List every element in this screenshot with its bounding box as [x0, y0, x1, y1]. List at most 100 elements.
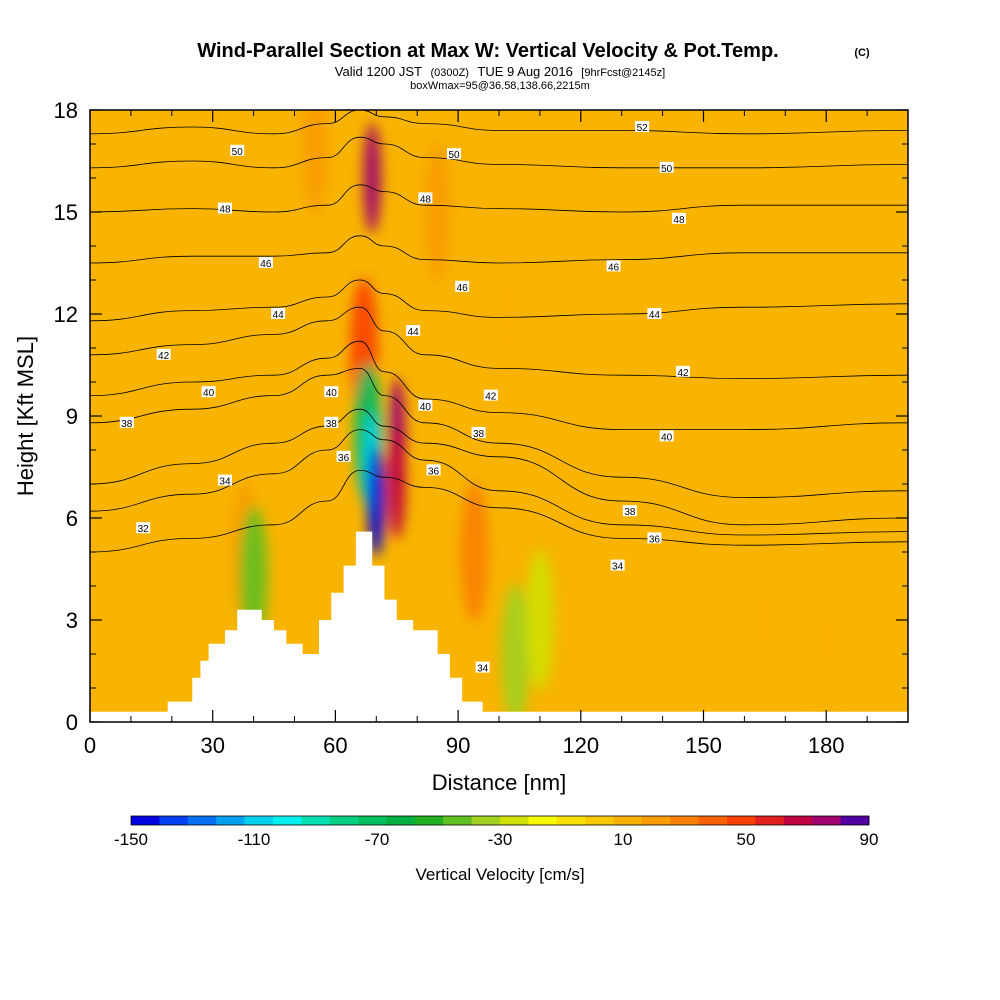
contour-label-text: 38	[121, 419, 133, 430]
colorbar-swatch	[812, 816, 841, 825]
velocity-cell	[387, 429, 406, 539]
contour-label: 44	[406, 325, 421, 338]
y-tick-label: 18	[54, 98, 78, 123]
box-info: boxWmax=95@36.58,138.66,2215m	[410, 80, 590, 92]
y-tick-label: 15	[54, 200, 78, 225]
isentrope-line	[90, 367, 908, 499]
valid-zulu: (0300Z)	[430, 67, 469, 79]
contour-label-text: 48	[673, 215, 685, 226]
colorbar-swatch	[500, 816, 529, 825]
contour-label-text: 40	[326, 388, 338, 399]
contour-label-text: 40	[661, 432, 673, 443]
contour-label: 50	[659, 161, 674, 175]
x-axis-title: Distance [nm]	[432, 770, 567, 795]
colorbar-swatch	[840, 816, 870, 825]
colorbar-swatch	[301, 816, 330, 825]
colorbar-swatch	[670, 816, 699, 825]
contour-label: 36	[426, 464, 441, 477]
contour-label-text: 44	[408, 327, 420, 338]
contour-label-text: 34	[477, 664, 489, 675]
contour-label: 50	[230, 144, 245, 158]
colorbar-swatch	[159, 816, 189, 825]
y-tick-label: 3	[66, 608, 78, 633]
velocity-cell	[460, 482, 489, 622]
contour-label-text: 38	[624, 507, 636, 518]
contour-label-text: 48	[219, 205, 231, 216]
colorbar-swatch	[244, 816, 274, 825]
colorbar-swatch	[272, 816, 302, 825]
contour-label-text: 52	[637, 123, 649, 134]
colorbar-swatch	[727, 816, 756, 825]
contour-label: 36	[336, 450, 351, 464]
colorbar-swatch	[585, 816, 614, 825]
colorbar-swatch	[131, 816, 160, 825]
chart-title: Wind-Parallel Section at Max W: Vertical…	[197, 40, 778, 62]
contour-label-text: 36	[338, 453, 350, 464]
colorbar-swatch	[641, 816, 671, 825]
contour-label: 38	[471, 427, 486, 440]
x-tick-label: 0	[84, 733, 96, 758]
contour-label: 32	[136, 522, 151, 535]
contour-label-text: 32	[138, 524, 150, 535]
colorbar-swatch	[556, 816, 586, 825]
plot-background	[90, 110, 908, 722]
x-tick-label: 30	[200, 733, 224, 758]
contour-label-text: 40	[420, 402, 432, 413]
x-tick-label: 150	[685, 733, 722, 758]
valid-time-line: Valid 1200 JST (0300Z) TUE 9 Aug 2016 [9…	[335, 63, 665, 80]
isentrope-line	[90, 235, 908, 264]
contour-label-text: 44	[273, 310, 285, 321]
isentrope-line	[90, 279, 908, 322]
colorbar-tick-label: -110	[238, 830, 271, 849]
contour-label-text: 50	[661, 164, 673, 175]
valid-date: TUE 9 Aug 2016	[477, 64, 572, 79]
contour-label-text: 50	[232, 147, 244, 158]
colorbar-tick-label: 50	[737, 830, 756, 849]
contour-label-text: 42	[158, 351, 170, 362]
isentrope-contours	[90, 110, 908, 553]
contour-label: 42	[676, 365, 691, 379]
contour-label-text: 36	[428, 466, 440, 477]
colorbar-swatch	[783, 816, 813, 825]
colorbar-tick-label: -70	[365, 830, 390, 849]
plot-area: 50 50 52 50 48 48 48 46 46 46 44 44 44 42 42 42 40 40 40 40…	[89, 109, 909, 723]
contour-label: 46	[258, 257, 273, 270]
colorbar-swatch	[471, 816, 501, 825]
copyright-mark: (C)	[854, 47, 870, 59]
isentrope-line	[90, 429, 908, 536]
contour-label-text: 46	[260, 259, 272, 270]
contour-label: 48	[671, 212, 686, 226]
velocity-cell	[750, 550, 779, 690]
contour-label: 38	[324, 416, 339, 430]
colorbar-swatch	[755, 816, 785, 825]
contour-label-text: 50	[448, 150, 460, 161]
velocity-field	[231, 110, 841, 722]
velocity-cell	[501, 584, 530, 722]
x-tick-label: 60	[323, 733, 347, 758]
contour-label: 46	[606, 260, 621, 273]
contour-label-text: 42	[677, 368, 689, 379]
contour-label-text: 46	[457, 283, 469, 294]
contour-label: 42	[156, 348, 171, 362]
colorbar-swatch	[329, 816, 359, 825]
contour-label-text: 44	[649, 310, 661, 321]
velocity-cell	[493, 244, 522, 384]
isentrope-line	[90, 184, 908, 213]
colorbar-tick-label: -30	[488, 830, 513, 849]
contour-label-text: 34	[612, 562, 624, 573]
contour-label: 36	[647, 532, 662, 545]
colorbar-tick-label: 90	[860, 830, 879, 849]
colorbar-swatch	[443, 816, 472, 825]
contour-label-text: 48	[420, 194, 432, 205]
colorbar-swatch	[613, 816, 643, 825]
isentrope-line	[90, 306, 908, 380]
contour-label: 38	[622, 505, 637, 518]
forecast-note: [9hrFcst@2145z]	[581, 67, 665, 79]
x-tick-label: 90	[446, 733, 470, 758]
colorbar-swatch	[187, 816, 217, 825]
contour-label: 44	[271, 308, 286, 321]
colorbar-swatch	[528, 816, 558, 825]
contour-label: 40	[659, 430, 674, 443]
